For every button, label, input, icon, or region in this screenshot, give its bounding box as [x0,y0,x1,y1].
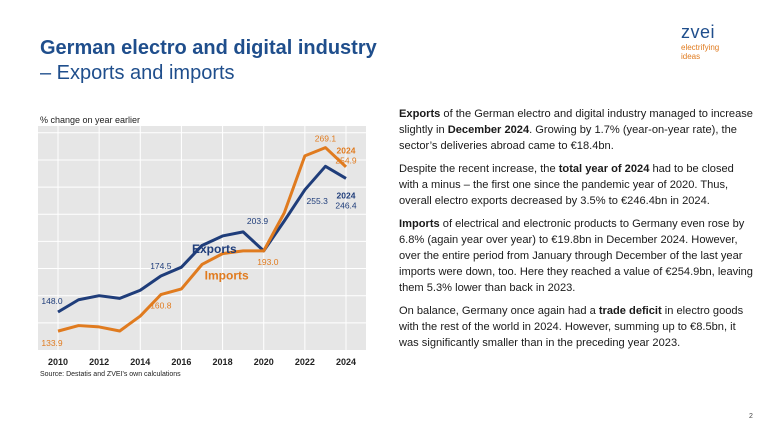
page-subtitle: – Exports and imports [40,62,235,84]
data-label-imports: 254.9 [335,156,357,166]
x-tick-label: 2020 [254,357,274,367]
bold-run: Imports [399,218,440,230]
line-chart: 2010 2012 2014 2016 2018 2020 2022 2024 148.0 174… [38,126,366,367]
zvei-logo: zvei electrifying ideas [681,22,741,61]
data-label-imports: 133.9 [41,338,63,348]
bold-run: December 2024 [447,124,530,136]
x-tick-label: 2018 [213,357,233,367]
data-label-imports: 269.1 [315,134,337,144]
paragraph-trade-balance: On balance, Germany once again had a tra… [399,303,755,351]
bold-run: total year of 2024 [558,163,650,175]
x-tick-label: 2022 [295,357,315,367]
data-label-exports: 203.9 [247,216,269,226]
logo-tagline-2: ideas [681,52,701,61]
text-run: of electrical and electronic products to… [399,218,753,294]
data-label-imports: 160.8 [150,301,172,311]
plot-background [38,126,366,350]
chart-axis-note: % change on year earlier [40,115,141,125]
source-note: Source: Destatis and ZVEI's own calculat… [40,371,181,378]
paragraph-exports: Exports of the German electro and digita… [399,106,755,154]
text-run: in electro goods with the rest of the wo… [399,305,744,349]
x-tick-label: 2016 [171,357,191,367]
data-label-imports: 193.0 [257,257,279,267]
logo-word: zvei [681,22,716,42]
text-run: On balance, Germany once again had a [399,305,599,317]
x-tick-label: 2012 [89,357,109,367]
paragraph-imports: Imports of electrical and electronic pro… [399,216,755,296]
page-title: German electro and digital industry [40,37,377,59]
series-name-imports: Imports [205,268,249,282]
x-tick-label: 2010 [48,357,68,367]
bold-run: trade deficit [598,305,662,317]
data-label-exports: 148.0 [41,296,63,306]
year-tag-imports: 2024 [337,146,356,156]
paragraph-total-year: Despite the recent increase, the total y… [399,161,755,209]
page-number: 2 [749,413,753,420]
bold-run: Exports [399,108,441,120]
text-run: of the German electro and digital indust… [399,108,753,136]
body-text: Exports of the German electro and digita… [399,106,755,358]
year-tag-exports: 2024 [337,190,356,200]
text-run: . Growing by 1.7% (year-on-year rate), t… [399,124,737,152]
data-label-exports: 174.5 [150,261,172,271]
data-label-exports: 255.3 [307,196,329,206]
series-name-exports: Exports [192,242,237,256]
logo-tagline-1: electrifying [681,43,720,52]
x-tick-label: 2024 [336,357,356,367]
x-tick-label: 2014 [130,357,150,367]
data-label-exports: 246.4 [335,200,357,210]
text-run: Despite the recent increase, the [399,163,559,175]
text-run: had to be closed with a minus – the firs… [399,163,734,207]
